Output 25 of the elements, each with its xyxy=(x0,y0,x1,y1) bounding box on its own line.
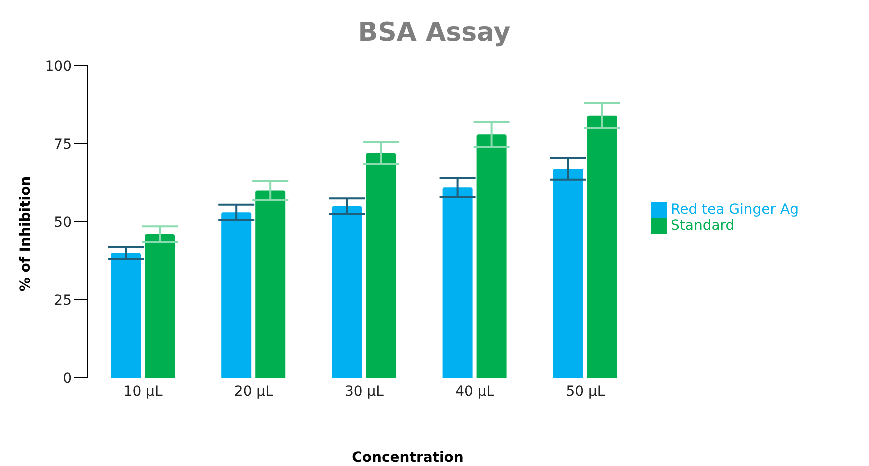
bar xyxy=(587,116,618,378)
bar xyxy=(145,234,175,378)
bar xyxy=(442,188,473,378)
legend-label: Red tea Ginger Ag xyxy=(671,202,799,218)
bar xyxy=(476,134,507,378)
x-tick-label: 40 µL xyxy=(456,384,495,400)
x-axis-title: Concentration xyxy=(351,450,465,466)
y-tick-label: 75 xyxy=(54,136,72,153)
bar xyxy=(111,253,141,378)
x-tick-label: 50 µL xyxy=(566,384,606,400)
y-tick-label: 25 xyxy=(54,292,72,309)
y-tick-label: 100 xyxy=(45,58,72,75)
legend-label: Standard xyxy=(671,218,735,234)
bar xyxy=(366,153,396,378)
bar xyxy=(256,190,286,378)
x-tick-label: 10 µL xyxy=(124,384,163,400)
y-tick-label: 0 xyxy=(63,370,72,387)
bar xyxy=(332,206,362,378)
x-tick-label: 20 µL xyxy=(234,384,274,400)
bar xyxy=(222,212,252,378)
bar xyxy=(553,168,584,378)
y-tick-label: 50 xyxy=(54,214,72,231)
x-tick-label: 30 µL xyxy=(345,384,384,400)
chart-title: BSA Assay xyxy=(357,18,512,48)
y-axis-title: % of Inhibition xyxy=(18,175,34,294)
